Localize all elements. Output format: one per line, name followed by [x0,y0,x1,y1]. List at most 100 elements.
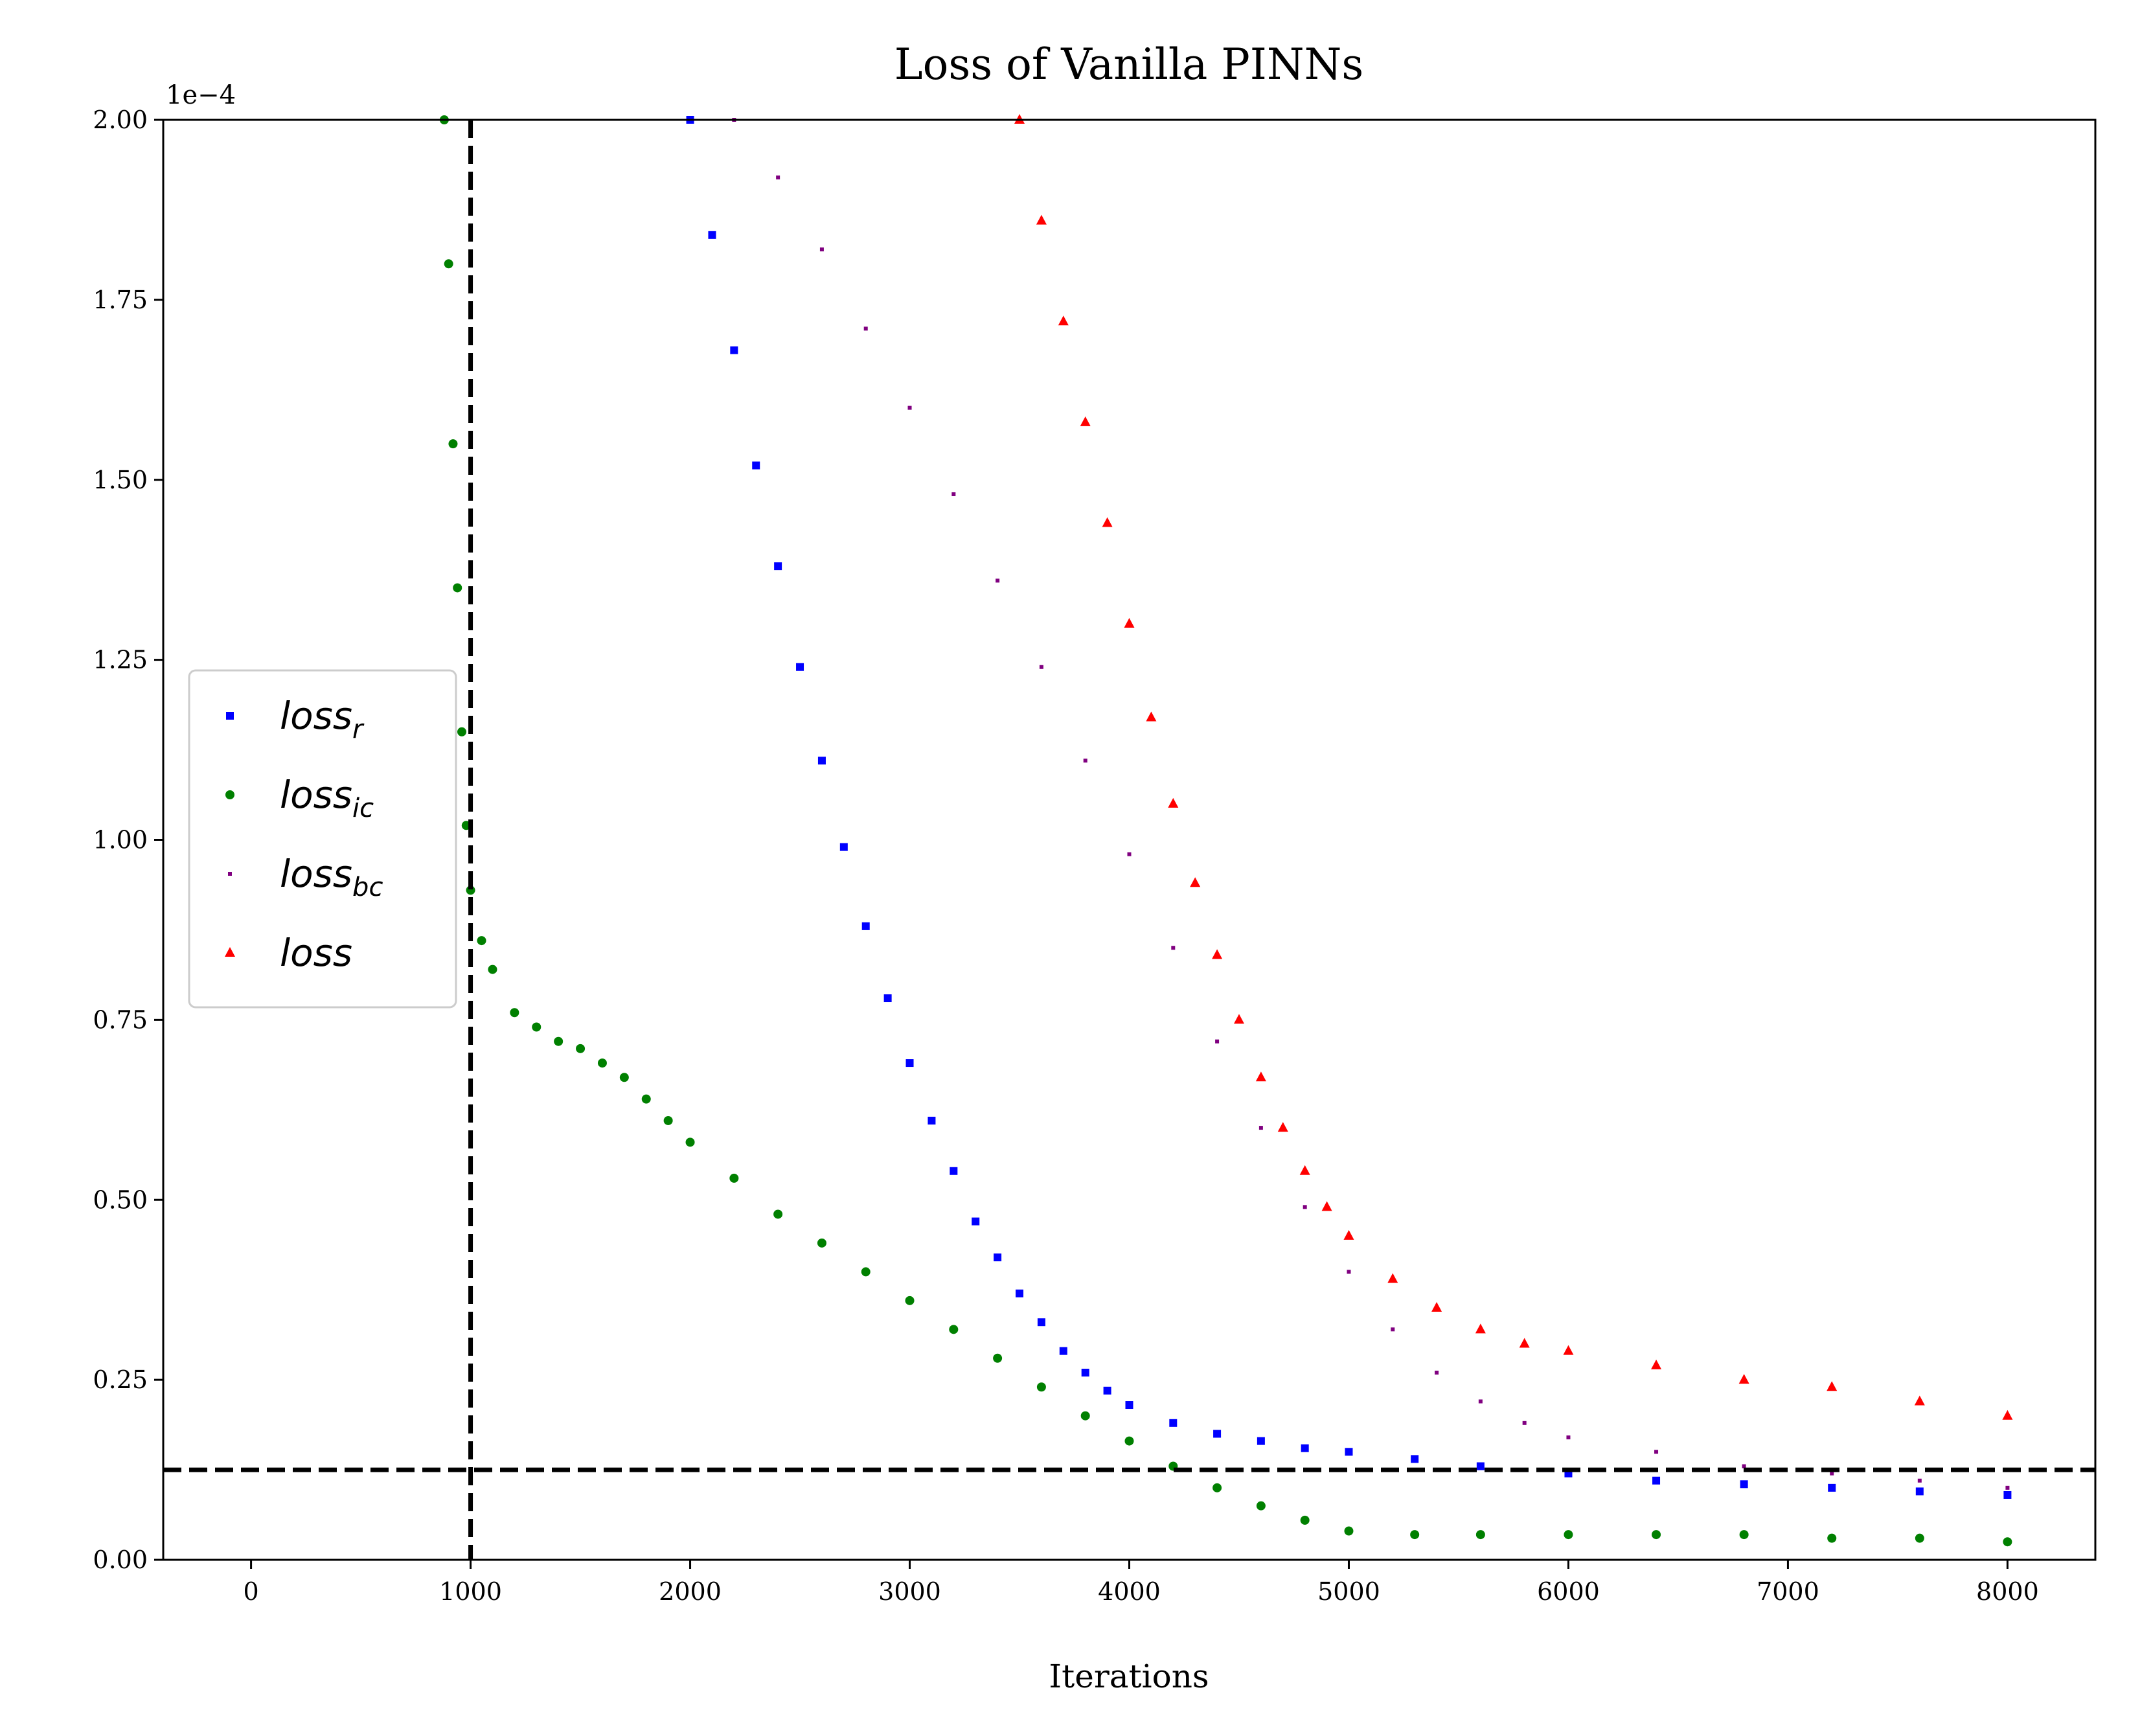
data-point [619,1073,629,1082]
data-point [1475,1323,1486,1334]
data-point [1391,1327,1395,1332]
x-tick-label: 6000 [1537,1577,1600,1606]
data-point [1257,1437,1265,1445]
y-tick-label: 1.00 [93,826,148,854]
data-point [1344,1526,1354,1536]
data-point [1102,517,1113,527]
data-point [2003,1490,2012,1499]
data-point [1016,1289,1024,1297]
data-point [1169,1419,1178,1427]
x-tick-label: 1000 [439,1577,502,1606]
data-point [1522,1421,1527,1425]
data-point [444,259,453,269]
data-point [1039,665,1043,669]
data-point [883,994,892,1003]
data-point [1125,1401,1133,1410]
data-point [1036,1382,1046,1392]
data-point [1742,1464,1746,1468]
data-point [1915,1533,1924,1543]
data-point [776,175,780,179]
series-loss-ic [439,115,2012,1547]
data-point [1213,1483,1222,1492]
data-point [1080,416,1091,426]
series-loss-bc [732,118,2010,1490]
data-point [905,1059,914,1068]
data-point [1519,1338,1530,1348]
data-point [1827,1381,1838,1391]
data-point [1103,1386,1111,1395]
data-point [597,1058,607,1068]
data-point [488,965,497,974]
data-point [576,1044,586,1053]
data-point [1081,1369,1089,1377]
y-tick-label: 2.00 [93,106,148,134]
data-point [773,1209,783,1219]
data-point [1277,1122,1288,1132]
data-point [1410,1530,1420,1540]
data-point [1080,1411,1090,1421]
data-point [949,1325,959,1334]
y-tick-label: 0.50 [93,1185,148,1214]
legend-marker [225,790,234,799]
data-point [1299,1165,1310,1175]
data-point [905,1296,915,1305]
data-point [1300,1515,1310,1525]
data-point [1652,1530,1661,1540]
data-point [1171,946,1176,950]
data-point [641,1094,651,1104]
data-point [907,405,912,410]
data-point [1740,1480,1748,1489]
data-point [1431,1301,1442,1312]
y-tick-label: 0.75 [93,1005,148,1034]
data-point [1212,949,1223,959]
reference-lines [163,120,2095,1560]
data-point [457,727,467,737]
data-point [928,1116,936,1125]
data-point [1037,1318,1045,1327]
data-point [839,843,848,851]
data-point [554,1036,564,1046]
legend-marker [225,947,235,957]
x-tick-label: 3000 [878,1577,941,1606]
y-tick-label: 1.25 [93,646,148,674]
data-point [994,1253,1002,1262]
data-point [1917,1478,1922,1483]
data-point [1566,1435,1571,1440]
x-tick-label: 7000 [1757,1577,1819,1606]
data-point [2003,1537,2012,1547]
data-point [1476,1462,1485,1470]
legend-label: loss [280,931,352,975]
data-point [730,346,738,354]
data-point [1563,1345,1574,1355]
data-point [1914,1395,1925,1406]
data-point [1915,1487,1924,1496]
data-point [532,1022,541,1032]
data-point [1321,1201,1332,1211]
data-point [510,1008,519,1018]
legend-item: lossr [226,694,365,744]
y-tick-label: 0.00 [93,1546,148,1574]
data-point [1652,1476,1661,1485]
data-point [1828,1483,1836,1492]
data-point [685,1137,695,1147]
data-point [950,1167,958,1175]
data-point [796,663,804,671]
data-point [1124,618,1135,628]
data-point [1146,711,1157,722]
data-point [1256,1501,1266,1511]
series-layer [439,114,2013,1547]
data-point [1738,1374,1749,1384]
data-point [1255,1071,1266,1082]
data-point [1739,1530,1749,1540]
data-point [1058,315,1069,326]
data-point [1059,1347,1067,1355]
data-point [996,578,1000,583]
y-offset-label: 1e−4 [166,80,236,110]
data-point [1036,214,1047,225]
data-point [951,492,956,496]
y-tick-label: 0.25 [93,1365,148,1394]
data-point [993,1353,1003,1363]
x-axis-ticks: 0 1000 2000 3000 4000 5000 6000 7000 8000 [243,1560,2039,1606]
x-tick-label: 4000 [1098,1577,1161,1606]
